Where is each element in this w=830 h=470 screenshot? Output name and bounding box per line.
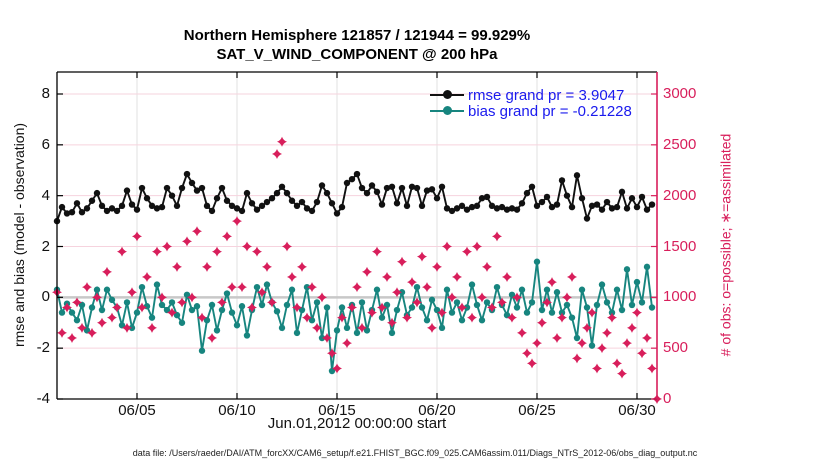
obs-count-markers bbox=[52, 136, 662, 404]
horizontal-gridlines bbox=[57, 93, 657, 349]
y-right-tick-label: 2000 bbox=[663, 186, 697, 204]
bias-series bbox=[53, 258, 656, 375]
rmse-line-swatch bbox=[430, 90, 464, 100]
x-tick-label: 06/25 bbox=[518, 402, 556, 419]
y-left-tick-label: 2 bbox=[41, 237, 50, 255]
legend-row-rmse: rmse grand pr = 3.9047 bbox=[430, 86, 632, 104]
axes bbox=[56, 71, 658, 400]
y-right-tick-label: 0 bbox=[663, 390, 672, 407]
rmse-dot-icon bbox=[443, 90, 452, 99]
legend-label-rmse: rmse grand pr = 3.9047 bbox=[468, 86, 625, 104]
x-tick-label: 06/20 bbox=[418, 402, 456, 419]
data-file-path: data file: /Users/raeder/DAI/ATM_forcXX/… bbox=[132, 448, 698, 458]
x-tick-label: 06/05 bbox=[118, 402, 156, 419]
rmse-series bbox=[53, 170, 656, 225]
y-left-tick-label: 4 bbox=[41, 186, 50, 204]
plot-subtitle: SAT_V_WIND_COMPONENT @ 200 hPa bbox=[216, 46, 498, 63]
legend-label-bias: bias grand pr = -0.21228 bbox=[468, 102, 632, 120]
y-right-tick-label: 1500 bbox=[663, 237, 697, 255]
y-left-tick-label: -4 bbox=[36, 390, 50, 407]
y-right-tick-label: 2500 bbox=[663, 135, 697, 153]
y-left-tick-label: 6 bbox=[41, 135, 50, 153]
y-right-tick-label: 3000 bbox=[663, 85, 697, 102]
bias-dot-icon bbox=[443, 106, 452, 115]
y-left-tick-label: 0 bbox=[41, 288, 50, 306]
y-right-tick-label: 500 bbox=[663, 339, 689, 357]
plot-title: Northern Hemisphere 121857 / 121944 = 99… bbox=[183, 27, 531, 44]
x-tick-label: 06/30 bbox=[618, 402, 656, 419]
legend-row-bias: bias grand pr = -0.21228 bbox=[430, 102, 632, 120]
y-right-tick-label: 1000 bbox=[663, 288, 697, 306]
x-tick-label: 06/10 bbox=[218, 402, 256, 419]
y-axis-right-label: # of obs: o=possible; ∗=assimilated bbox=[717, 133, 734, 357]
legend: rmse grand pr = 3.9047 bias grand pr = -… bbox=[430, 86, 632, 120]
vertical-gridlines bbox=[136, 72, 638, 399]
x-tick-label: 06/15 bbox=[318, 402, 356, 419]
bias-line-swatch bbox=[430, 106, 464, 116]
x-axis-label: Jun.01,2012 00:00:00 start bbox=[267, 415, 447, 432]
y-axis-left-label: rmse and bias (model - observation) bbox=[11, 122, 27, 348]
y-left-tick-label: 8 bbox=[41, 85, 50, 102]
y-left-tick-label: -2 bbox=[36, 339, 50, 357]
